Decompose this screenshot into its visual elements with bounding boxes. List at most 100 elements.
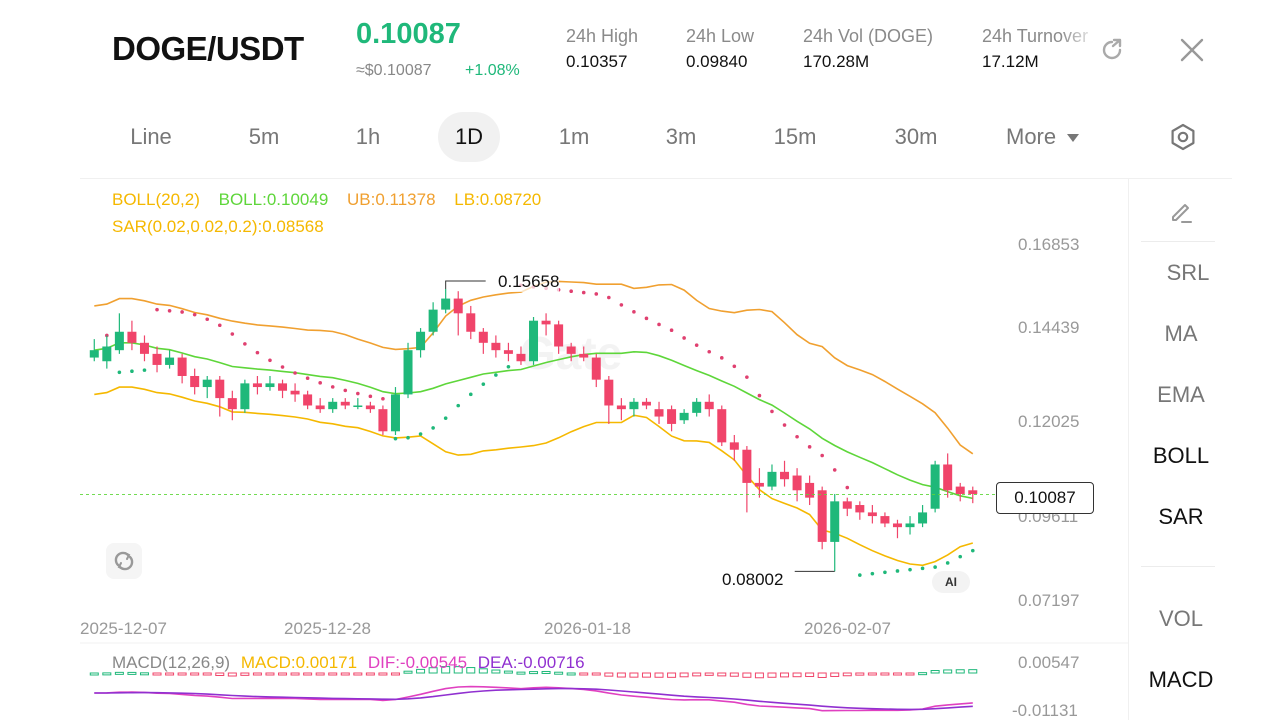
candle-body [503,350,513,354]
candle-body [654,409,664,417]
indicator-macd[interactable]: MACD [1148,667,1214,692]
macd-tick: -0.01131 [1012,701,1078,720]
macd-histogram-bar [240,672,250,676]
macd-histogram-bar [679,672,689,678]
pair-title: DOGE/USDT [112,30,304,67]
sar-dot [243,342,247,346]
macd-histogram-bar [855,672,865,676]
current-price-tag: 0.10087 [996,482,1094,514]
macd-histogram-bar [604,672,614,677]
candle-body [943,464,953,491]
tab-1m[interactable]: 1m [558,124,590,149]
tab-15m[interactable]: 15m [773,124,817,149]
sar-dot [707,349,712,354]
sar-dot [330,385,335,389]
candle-body [466,313,476,332]
macd-histogram-bar [516,671,526,675]
timeframe-tabs: Line 5m 1h 1D 1m 3m 15m 30m More [80,112,1230,162]
indicator-boll[interactable]: BOLL [1152,443,1210,468]
sar-dot [795,434,799,439]
candle-body [303,394,313,406]
chart-settings-button[interactable] [1166,120,1200,154]
left-gutter [0,0,80,720]
candle-body [278,383,288,391]
candle-body [127,331,137,343]
macd-dif-line [94,685,973,712]
tab-1h[interactable]: 1h [355,124,381,149]
approx-usd-price: ≈$0.10087 [356,62,432,79]
macd-histogram-bar [441,666,451,674]
macd-histogram-bar [905,672,915,676]
candle-body [780,471,790,480]
indicator-panel: SRL MA EMA BOLL SAR VOL MACD [1128,178,1232,720]
candle-body [441,298,451,310]
sar-dot [694,343,699,347]
tab-1d[interactable]: 1D [438,112,500,162]
draw-tool-button[interactable] [1165,195,1197,227]
tab-3m[interactable]: 3m [665,124,697,149]
candle-body [491,342,501,351]
share-button[interactable] [1094,32,1130,68]
tab-30m[interactable]: 30m [894,124,938,149]
tab-more[interactable]: More [1006,112,1102,162]
candle-body [892,523,902,528]
macd-histogram-bar [290,672,300,676]
macd-histogram-bar [466,667,476,674]
macd-histogram-bar [403,670,413,674]
boll-lb: LB:0.08720 [454,190,542,209]
indicator-ma[interactable]: MA [1164,321,1198,346]
macd-histogram-bar [554,671,564,675]
macd-histogram-bar [742,672,752,678]
sar-dot [268,358,272,363]
hexagon-settings-icon [1171,123,1195,151]
macd-histogram-bar [880,672,890,676]
sar-dot [205,317,210,322]
sar-dot [770,409,774,414]
macd-value: MACD:0.00171 [240,653,358,672]
close-button[interactable] [1174,32,1210,68]
divider [1141,566,1215,567]
indicator-ema[interactable]: EMA [1157,382,1205,407]
sar-dot [745,375,749,379]
sar-legend: SAR(0.02,0.02,0.2):0.08568 [112,217,324,236]
candle-body [729,442,739,450]
candle-body [930,464,940,509]
ai-badge[interactable]: AI [932,571,970,593]
tab-5m[interactable]: 5m [248,124,280,149]
macd-params: MACD(12,26,9) [112,653,231,672]
candle-body [629,401,639,410]
sar-dot [895,569,900,573]
ai-badge-label: AI [945,575,957,589]
candlestick-chart[interactable]: Gate [80,179,1128,720]
macd-histogram-bar [704,672,714,676]
indicator-srl[interactable]: SRL [1166,260,1210,285]
sar-dot [933,565,937,569]
sar-dot [155,307,159,312]
macd-histogram-bar [529,671,539,675]
candle-body [692,401,702,413]
reset-view-button[interactable] [106,543,142,579]
candle-body [591,357,601,380]
sar-dot [494,373,498,377]
sar-dot [908,567,912,572]
candle-body [89,350,99,358]
sar-dot [619,303,624,307]
candle-body [792,475,802,491]
sar-dot [142,368,147,372]
last-price: 0.10087 [356,18,461,50]
macd-histogram-bar [416,668,426,674]
macd-dif: DIF:-0.00545 [367,653,468,672]
tab-line[interactable]: Line [130,124,172,149]
macd-histogram-bar [641,672,651,678]
sar-dot [820,453,824,458]
indicator-sar[interactable]: SAR [1158,504,1204,529]
candle-body [152,353,162,365]
candle-body [754,482,764,487]
sar-dot [406,435,410,440]
chart-area[interactable]: Gate BOLL(20,2) BOLL:0.10049 UB:0.11378 … [80,178,1128,720]
indicator-vol[interactable]: VOL [1158,606,1204,631]
sar-dot [607,295,611,300]
macd-histogram-bar [89,672,99,676]
macd-histogram-bar [830,672,840,677]
macd-histogram-bar [453,666,463,674]
